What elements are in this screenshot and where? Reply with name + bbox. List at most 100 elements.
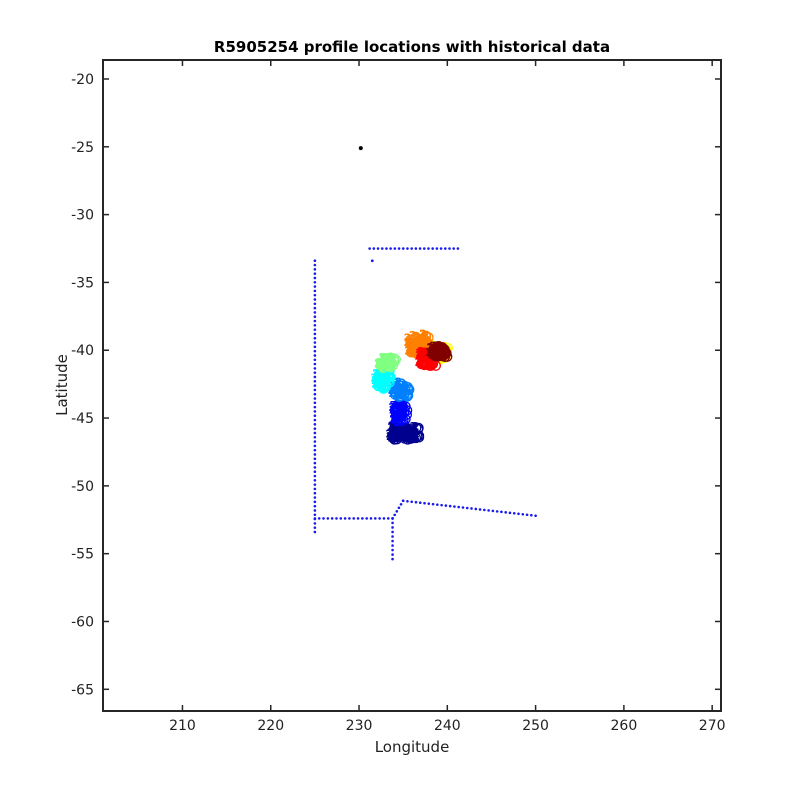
profile-marker: 2 <box>392 408 400 421</box>
x-tick-label: 210 <box>169 718 196 734</box>
historical-point <box>423 501 426 505</box>
profile-marker: 2 <box>409 345 417 358</box>
profile-marker: 2 <box>370 372 378 385</box>
historical-point <box>512 511 516 515</box>
historical-point <box>534 514 537 517</box>
historical-point <box>343 517 347 520</box>
historical-point <box>313 427 317 430</box>
historical-point <box>418 247 422 250</box>
profile-marker-ring <box>405 423 416 435</box>
historical-point <box>313 375 317 379</box>
profile-marker: 2 <box>371 374 379 387</box>
plot-frame <box>102 59 722 712</box>
profile-marker: 2 <box>390 382 398 395</box>
historical-point <box>313 410 317 413</box>
profile-marker: 2 <box>415 355 423 368</box>
historical-point <box>313 371 317 374</box>
historical-point <box>313 453 317 456</box>
historical-point <box>313 358 317 362</box>
profile-marker: 2 <box>405 423 413 436</box>
historical-point <box>313 392 317 396</box>
profile-marker: 2 <box>419 328 427 341</box>
profile-marker-ring <box>373 381 384 392</box>
profile-marker: 2 <box>376 357 384 370</box>
y-tick-label: -55 <box>71 547 94 563</box>
historical-point <box>418 501 422 505</box>
profile-marker: 2 <box>400 422 408 435</box>
historical-point <box>491 509 495 513</box>
historical-point <box>356 517 360 520</box>
profile-marker-ring <box>371 374 383 385</box>
historical-point <box>391 544 394 547</box>
y-tick-label: -65 <box>71 682 94 698</box>
profile-marker: 2 <box>440 345 448 358</box>
historical-point <box>313 285 317 288</box>
profile-marker: 2 <box>406 430 414 443</box>
historical-point <box>393 247 397 250</box>
historical-point <box>313 362 317 366</box>
historical-point <box>313 354 317 357</box>
historical-point <box>391 557 394 561</box>
profile-marker: 2 <box>414 331 422 344</box>
historical-point <box>410 500 414 504</box>
historical-point <box>391 517 394 520</box>
historical-point <box>391 548 394 552</box>
profile-marker: 2 <box>400 407 408 420</box>
profile-marker: 2 <box>371 378 379 391</box>
historical-point <box>372 247 376 250</box>
profile-marker-ring <box>406 338 417 349</box>
profile-marker: 2 <box>372 367 380 380</box>
historical-point <box>410 247 413 250</box>
historical-point <box>448 247 451 250</box>
profile-marker: 2 <box>405 336 413 349</box>
profile-marker: 2 <box>384 356 392 369</box>
historical-point <box>313 414 317 418</box>
profile-marker-ring <box>398 402 409 414</box>
profile-marker: 2 <box>428 341 436 354</box>
profile-marker: 2 <box>420 346 428 359</box>
profile-marker: 2 <box>409 430 417 443</box>
profile-marker: 2 <box>432 348 440 361</box>
historical-point <box>317 517 321 520</box>
historical-point <box>483 508 486 512</box>
profile-marker: 2 <box>388 431 396 444</box>
profile-marker: 2 <box>404 332 412 345</box>
profile-marker: 2 <box>382 369 390 382</box>
historical-point <box>313 336 317 340</box>
historical-point <box>313 259 317 263</box>
historical-point <box>448 504 452 508</box>
historical-point <box>465 506 469 510</box>
historical-point <box>313 517 317 520</box>
historical-point <box>313 418 317 422</box>
profile-marker: 2 <box>398 421 406 434</box>
historical-point <box>525 513 529 517</box>
historical-point <box>440 503 443 507</box>
historical-point <box>313 345 317 349</box>
historical-point <box>443 247 447 250</box>
historical-point <box>361 517 364 520</box>
historical-point <box>339 517 343 520</box>
profile-marker: 2 <box>424 358 432 371</box>
profile-marker-ring <box>412 340 423 351</box>
historical-point <box>313 341 317 344</box>
profile-marker: 2 <box>408 344 416 357</box>
y-tick-label: -40 <box>71 343 94 359</box>
historical-point <box>444 504 448 507</box>
profile-marker: 2 <box>372 367 380 380</box>
profile-marker: 2 <box>379 353 387 366</box>
historical-point <box>391 530 394 534</box>
profile-marker: 2 <box>376 357 384 370</box>
chart-title: R5905254 profile locations with historic… <box>214 38 610 56</box>
historical-point <box>521 512 525 516</box>
historical-point <box>382 517 386 520</box>
historical-point <box>378 517 381 520</box>
profile-marker: 2 <box>386 357 394 370</box>
historical-point <box>313 530 317 534</box>
historical-point <box>322 517 325 520</box>
historical-point <box>500 510 503 514</box>
profile-marker: 2 <box>406 344 414 357</box>
x-tick-label: 220 <box>257 718 284 734</box>
y-tick-label: -30 <box>71 208 94 224</box>
profile-marker: 2 <box>435 347 443 360</box>
